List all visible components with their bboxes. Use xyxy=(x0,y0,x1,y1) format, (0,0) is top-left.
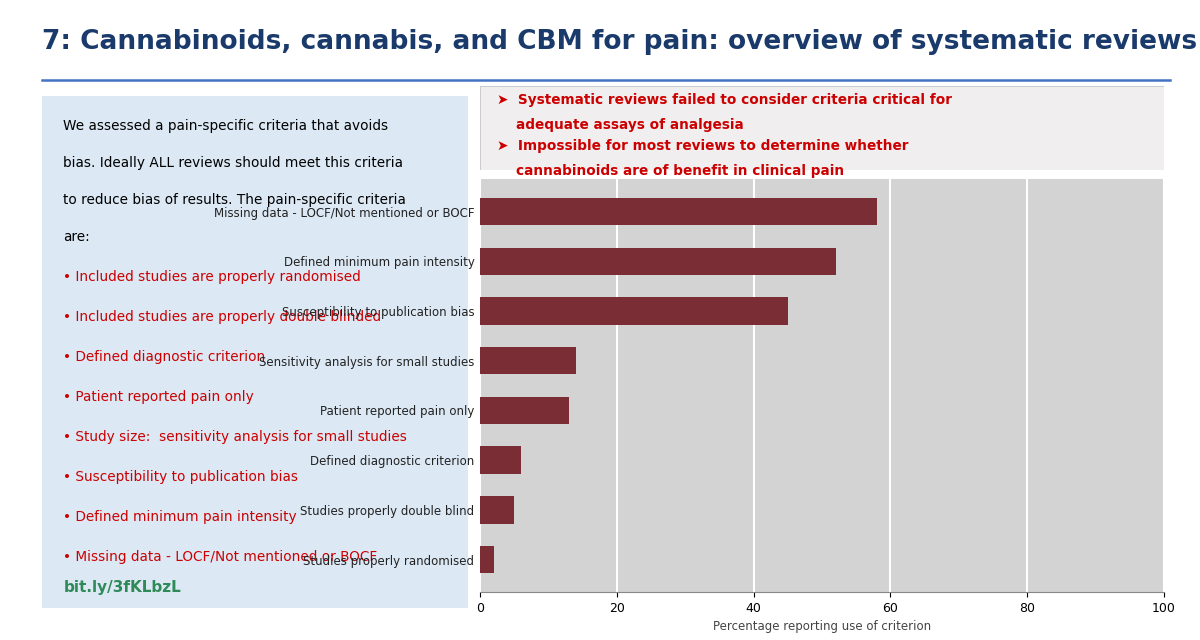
Bar xyxy=(480,447,521,474)
Text: • Missing data - LOCF/Not mentioned or BOCF: • Missing data - LOCF/Not mentioned or B… xyxy=(64,550,378,564)
Bar xyxy=(480,347,576,374)
Text: • Included studies are properly randomised: • Included studies are properly randomis… xyxy=(64,270,361,284)
Text: ➤  Impossible for most reviews to determine whether: ➤ Impossible for most reviews to determi… xyxy=(497,139,908,153)
Text: • Defined minimum pain intensity: • Defined minimum pain intensity xyxy=(64,509,296,524)
Bar xyxy=(480,397,569,424)
Text: • Included studies are properly double blinded: • Included studies are properly double b… xyxy=(64,310,382,324)
X-axis label: Percentage reporting use of criterion: Percentage reporting use of criterion xyxy=(713,620,931,633)
Text: bit.ly/3fKLbzL: bit.ly/3fKLbzL xyxy=(64,580,181,595)
Text: adequate assays of analgesia: adequate assays of analgesia xyxy=(497,118,744,132)
Text: • Patient reported pain only: • Patient reported pain only xyxy=(64,390,254,404)
Text: • Susceptibility to publication bias: • Susceptibility to publication bias xyxy=(64,470,299,484)
Text: • Defined diagnostic criterion: • Defined diagnostic criterion xyxy=(64,350,265,364)
Bar xyxy=(480,198,877,225)
FancyBboxPatch shape xyxy=(42,96,468,608)
Text: ➤  Systematic reviews failed to consider criteria critical for: ➤ Systematic reviews failed to consider … xyxy=(497,93,952,107)
Bar xyxy=(480,496,515,524)
FancyBboxPatch shape xyxy=(480,86,1164,170)
Text: • Study size:  sensitivity analysis for small studies: • Study size: sensitivity analysis for s… xyxy=(64,430,407,444)
Text: are:: are: xyxy=(64,230,90,244)
Text: bias. Ideally ALL reviews should meet this criteria: bias. Ideally ALL reviews should meet th… xyxy=(64,156,403,170)
Bar xyxy=(480,298,787,324)
Bar xyxy=(480,248,835,275)
Bar xyxy=(480,546,493,573)
Text: cannabinoids are of benefit in clinical pain: cannabinoids are of benefit in clinical … xyxy=(497,164,845,178)
Text: to reduce bias of results. The pain-specific criteria: to reduce bias of results. The pain-spec… xyxy=(64,193,406,207)
Text: 7: Cannabinoids, cannabis, and CBM for pain: overview of systematic reviews: 7: Cannabinoids, cannabis, and CBM for p… xyxy=(42,29,1198,55)
Text: We assessed a pain-specific criteria that avoids: We assessed a pain-specific criteria tha… xyxy=(64,119,389,133)
